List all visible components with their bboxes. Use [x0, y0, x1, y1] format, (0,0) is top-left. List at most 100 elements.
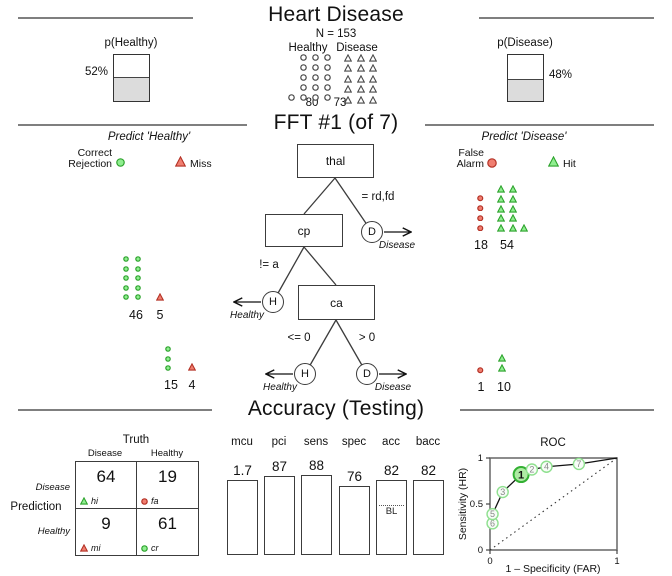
roc-point-4	[540, 460, 553, 473]
thal-hit-icon-array	[496, 184, 529, 232]
circle-green-icon	[165, 355, 171, 362]
circle-plain-icon	[312, 54, 319, 61]
predict-disease-title: Predict 'Disease'	[481, 131, 567, 143]
truth-col-disease: Disease	[87, 448, 123, 459]
metric-value-mcu: 1.7	[233, 463, 252, 478]
metric-label-acc: acc	[382, 436, 400, 448]
p-healthy-fill	[114, 77, 149, 101]
correct-rejection-icon	[116, 158, 125, 167]
circle-green-icon	[134, 256, 141, 262]
metric-label-bacc: bacc	[415, 436, 441, 448]
triangle-plain-icon	[368, 95, 378, 104]
roc-xtick-1: 1	[614, 556, 619, 567]
cp-correct-rejection-icon-array	[123, 256, 141, 301]
triangle-plain-icon	[343, 74, 353, 83]
roc-chance-diagonal	[489, 457, 618, 551]
circle-red-icon	[477, 367, 484, 374]
circle-green-icon	[123, 284, 129, 291]
circle-plain-icon	[324, 64, 331, 71]
metric-bar-sens: 88	[301, 458, 332, 555]
triangle-green-icon	[496, 204, 506, 213]
metric-bar-rect	[413, 480, 444, 555]
circle-plain-icon	[312, 94, 319, 101]
circle-green-icon	[134, 284, 141, 291]
triangle-green-icon	[496, 184, 506, 193]
predict-healthy-title: Predict 'Healthy'	[107, 131, 191, 143]
circle-plain-icon	[312, 64, 319, 71]
svg-text:7: 7	[576, 459, 581, 469]
disease-count: 73	[333, 97, 347, 109]
divider-lines	[18, 17, 654, 411]
tree-node-ca: ca	[298, 285, 375, 320]
triangle-plain-icon	[356, 64, 365, 73]
correct-rejection-legend-label: Correct Rejection	[68, 147, 112, 170]
roc-point-7	[572, 457, 586, 471]
circle-green-icon	[134, 294, 141, 301]
correct-rejection-value: 61	[158, 514, 177, 533]
circle-red-icon	[477, 195, 484, 202]
circle-plain-icon	[324, 84, 331, 91]
false-alarm-code: fa	[151, 496, 159, 506]
triangle-plain-icon	[368, 74, 378, 83]
metric-label-pci: pci	[271, 436, 287, 448]
triangle-plain-icon	[343, 53, 353, 62]
metric-label-sens: sens	[303, 436, 329, 448]
hit-code: hi	[91, 496, 99, 506]
circle-green-icon	[165, 365, 171, 371]
roc-ytick-0: 0	[478, 545, 483, 556]
triangle-green-icon	[497, 363, 507, 372]
metric-bar-rect	[339, 486, 370, 555]
fft-title: FFT #1 (of 7)	[273, 111, 399, 134]
p-disease-fill	[508, 78, 543, 101]
baseline-label: BL	[385, 506, 398, 517]
p-healthy-pct: 52%	[84, 66, 108, 78]
svg-text:2: 2	[529, 465, 534, 475]
roc-point-5	[486, 507, 499, 521]
triangle-plain-icon	[356, 74, 365, 83]
p-disease-pct: 48%	[549, 69, 573, 81]
exit-node-healthy-1: H	[262, 291, 284, 313]
metric-bar-rect	[264, 476, 295, 555]
prediction-row-healthy: Healthy	[37, 526, 70, 537]
ca-healthy-cr-icon-array	[165, 346, 171, 371]
ca-healthy-miss-count: 4	[188, 378, 196, 392]
triangle-plain-icon	[368, 53, 378, 62]
cp-miss-icon-array	[155, 292, 165, 301]
miss-marker-icon	[79, 543, 89, 552]
exit-node-healthy-2: H	[294, 363, 316, 385]
exit-node-disease-1: D	[361, 221, 383, 243]
circle-green-icon	[123, 256, 129, 262]
hit-legend-label: Hit	[563, 158, 576, 170]
triangle-red-icon	[155, 292, 165, 301]
exit-label-disease-2: Disease	[374, 382, 412, 393]
prediction-row-disease: Disease	[35, 482, 70, 493]
svg-text:6: 6	[490, 518, 495, 528]
ca-disease-hit-icon-array	[497, 353, 507, 372]
ca-disease-fa-icon-array	[477, 367, 484, 374]
population-healthy-icon-array	[288, 54, 331, 101]
tree-node-cp: cp	[265, 214, 343, 247]
false-alarm-legend-label: False Alarm	[456, 147, 484, 170]
pop-healthy-label: Healthy	[288, 42, 328, 54]
circle-red-icon	[477, 214, 484, 222]
triangle-plain-icon	[356, 95, 365, 104]
triangle-green-icon	[497, 353, 507, 362]
matrix-cell-correct-rejection: 61 cr	[137, 509, 198, 555]
svg-text:1: 1	[518, 469, 524, 481]
exit-label-healthy-2: Healthy	[263, 382, 297, 393]
metric-bar-rect	[301, 475, 332, 555]
triangle-green-icon	[496, 223, 506, 232]
circle-plain-icon	[324, 54, 331, 61]
thal-fa-count: 18	[474, 238, 488, 252]
truth-col-healthy: Healthy	[150, 448, 184, 459]
n-label: N = 153	[315, 28, 357, 40]
triangle-plain-icon	[343, 64, 353, 73]
accuracy-title: Accuracy (Testing)	[247, 397, 425, 420]
circle-plain-icon	[300, 84, 307, 91]
hit-value: 64	[96, 467, 116, 486]
miss-legend-label: Miss	[190, 158, 212, 170]
triangle-plain-icon	[356, 53, 365, 62]
circle-green-icon	[165, 346, 171, 352]
ca-disease-fa-count: 1	[477, 380, 485, 394]
metric-value-spec: 76	[346, 469, 363, 484]
